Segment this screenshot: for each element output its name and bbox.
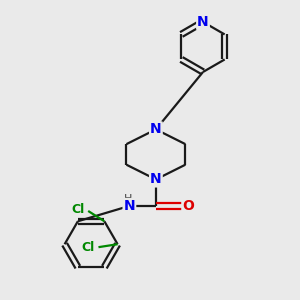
Text: N: N xyxy=(124,199,135,213)
Text: Cl: Cl xyxy=(71,203,85,216)
Text: N: N xyxy=(150,172,162,186)
Text: N: N xyxy=(197,15,209,29)
Text: H: H xyxy=(124,194,132,204)
Text: O: O xyxy=(182,199,194,213)
Text: Cl: Cl xyxy=(82,241,95,254)
Text: N: N xyxy=(150,122,162,136)
